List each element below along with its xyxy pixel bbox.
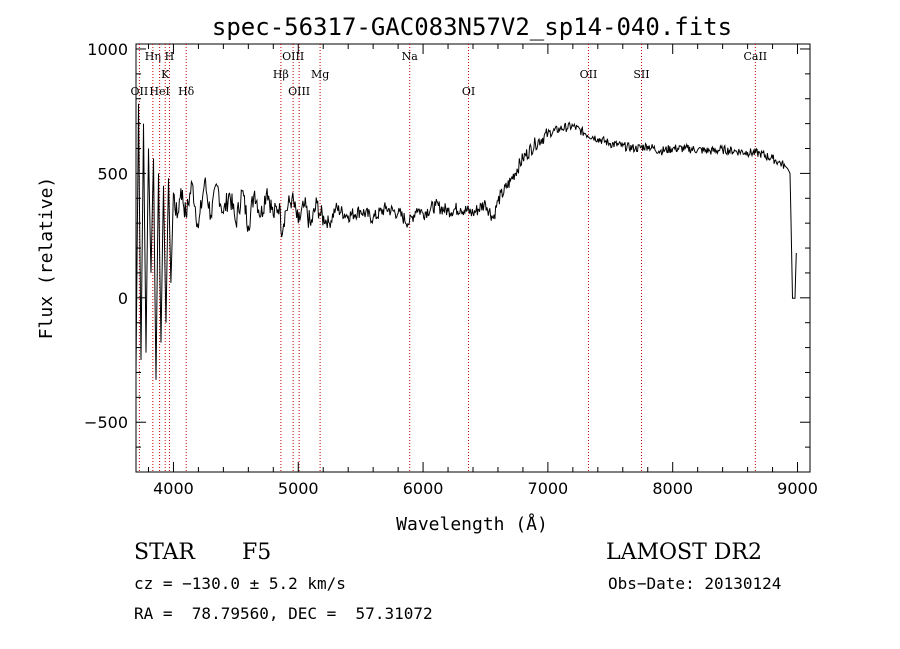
spectral-line-label: HeI	[149, 85, 169, 98]
sky-coordinates: RA = 78.79560, DEC = 57.31072	[134, 604, 433, 623]
spectral-line-label: OIII	[288, 85, 310, 98]
spectral-line-label: Na	[402, 50, 419, 63]
plot-frame	[135, 43, 811, 473]
object-subclass: F5	[242, 540, 272, 565]
survey-name: LAMOST DR2	[606, 540, 762, 565]
x-tick-label: 6000	[403, 479, 444, 498]
y-axis-label: Flux (relative)	[36, 177, 57, 340]
x-tick-label: 5000	[278, 479, 319, 498]
spectral-line-label: OII	[131, 85, 149, 98]
spectral-line-label: Mg	[311, 68, 329, 81]
chart-title: spec-56317-GAC083N57V2_sp14-040.fits	[212, 13, 732, 41]
y-tick-label: 1000	[87, 40, 128, 59]
spectral-line-label: OII	[580, 68, 598, 81]
spectral-line-label: OI	[462, 85, 475, 98]
x-tick-label: 9000	[777, 479, 818, 498]
spectral-line-label: SII	[633, 68, 649, 81]
spectral-line-label: Hβ	[273, 68, 289, 81]
spectral-line-label: OIII	[282, 50, 304, 63]
spectral-line-label: Hδ	[178, 85, 195, 98]
spectrum-line	[135, 103, 797, 380]
spectral-line-label: Hη	[145, 50, 161, 63]
x-tick-label: 7000	[528, 479, 569, 498]
x-axis-label: Wavelength (Å)	[396, 513, 548, 535]
observation-date: Obs−Date: 20130124	[608, 574, 782, 593]
y-tick-label: 0	[118, 289, 128, 308]
x-tick-label: 8000	[652, 479, 693, 498]
y-tick-label: −500	[84, 413, 128, 432]
object-class: STAR	[134, 540, 195, 565]
x-tick-label: 4000	[153, 479, 194, 498]
y-tick-label: 500	[97, 164, 128, 183]
redshift-velocity: cz = −130.0 ± 5.2 km/s	[134, 574, 346, 593]
spectral-line-label: CaII	[743, 50, 767, 63]
spectral-line-label: H	[165, 50, 175, 63]
spectral-line-label: K	[161, 68, 170, 81]
